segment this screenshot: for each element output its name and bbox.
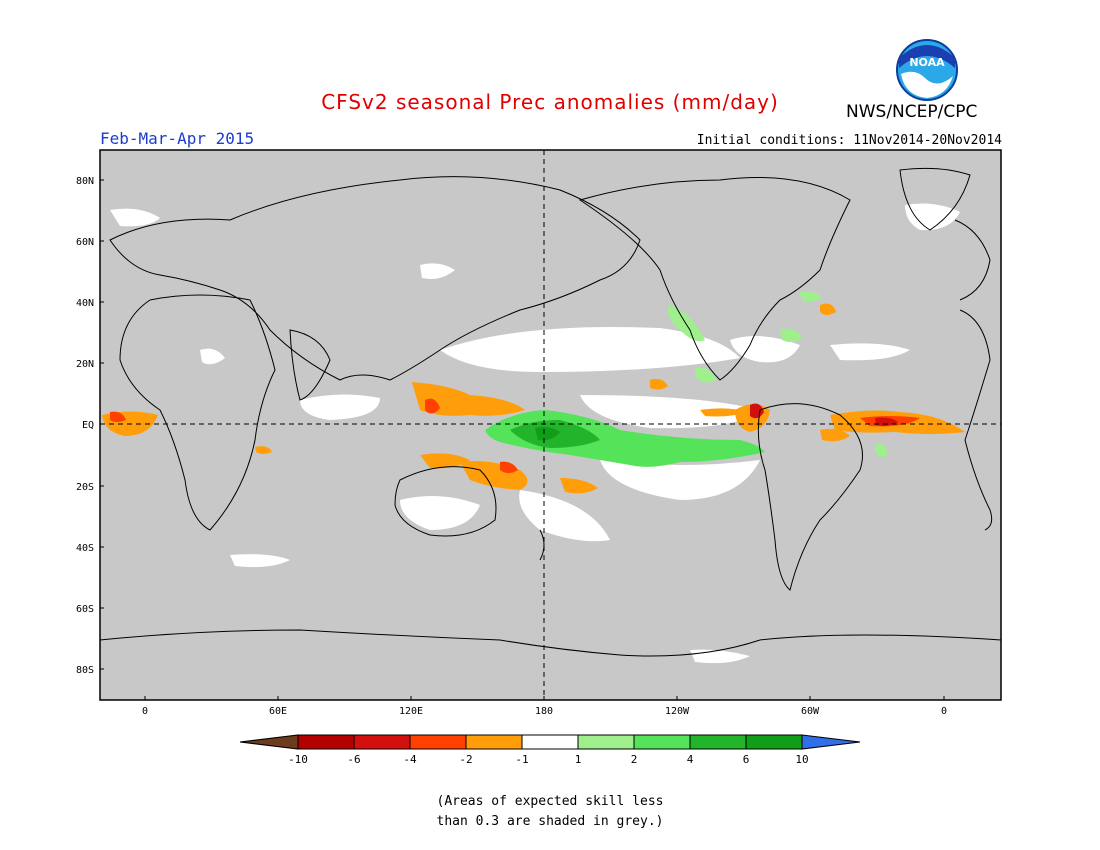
anomaly-map: 80N 60N 40N 20N EQ 20S 40S 60S 80S 0 60E 120E 180 12…: [76, 149, 1002, 717]
lon-label: 120E: [399, 706, 423, 717]
legend-swatch: [353, 734, 411, 750]
skill-footnote: (Areas of expected skill less than 0.3 a…: [300, 792, 800, 832]
legend-tick-label: 10: [795, 753, 808, 766]
lat-label: 80S: [76, 665, 94, 676]
legend-arrow-high: [801, 734, 861, 750]
season-label: Feb-Mar-Apr 2015: [100, 129, 255, 148]
coastlines: [100, 167, 1001, 657]
agency-label: NWS/NCEP/CPC: [846, 102, 978, 122]
legend-tick-label: 4: [687, 753, 694, 766]
footnote-line-2: than 0.3 are shaded in grey.): [436, 814, 664, 829]
lat-label: EQ: [82, 420, 94, 431]
legend-arrow-low: [239, 734, 299, 750]
lon-label: 0: [142, 706, 148, 717]
initial-conditions: Initial conditions: 11Nov2014-20Nov2014: [696, 133, 1002, 148]
legend-swatch: [745, 734, 803, 750]
lat-label: 40S: [76, 543, 94, 554]
lon-label: 180: [535, 706, 553, 717]
lat-label: 40N: [76, 298, 94, 309]
legend-tick-label: -1: [515, 753, 528, 766]
lon-label: 120W: [665, 706, 690, 717]
legend-swatch: [465, 734, 523, 750]
lat-label: 20S: [76, 482, 94, 493]
legend-tick-label: 1: [575, 753, 582, 766]
legend-tick-label: 6: [743, 753, 750, 766]
legend-swatch: [633, 734, 691, 750]
legend-tick-label: -2: [459, 753, 472, 766]
lat-label: 20N: [76, 359, 94, 370]
legend-swatch: [577, 734, 635, 750]
longitude-labels: 0 60E 120E 180 120W 60W 0: [142, 696, 947, 717]
legend-tick-label: 2: [631, 753, 638, 766]
lon-label: 60W: [801, 706, 820, 717]
footnote-line-1: (Areas of expected skill less: [436, 794, 664, 809]
wet-very-strong-regions: [535, 426, 560, 441]
legend-swatch: [689, 734, 747, 750]
wet-light-regions: [667, 291, 888, 457]
latitude-labels: 80N 60N 40N 20N EQ 20S 40S 60S 80S: [76, 176, 104, 676]
logo-text: NOAA: [909, 56, 945, 69]
color-legend: -10 -6 -4 -2 -1 1 2 4 6 10: [239, 734, 861, 766]
lon-label: 0: [941, 706, 947, 717]
lon-label: 60E: [269, 706, 287, 717]
legend-tick-label: -4: [403, 753, 417, 766]
map-frame: [99, 149, 1002, 701]
legend-swatch: [297, 734, 355, 750]
noaa-logo: NOAA: [896, 39, 958, 101]
lat-label: 60N: [76, 237, 94, 248]
lat-label: 60S: [76, 604, 94, 615]
legend-tick-label: -6: [347, 753, 360, 766]
legend-swatch: [409, 734, 467, 750]
legend-swatch: [521, 734, 579, 750]
lat-label: 80N: [76, 176, 94, 187]
neutral-regions: [110, 203, 960, 664]
chart-title: CFSv2 seasonal Prec anomalies (mm/day): [321, 90, 779, 114]
legend-tick-label: -10: [288, 753, 308, 766]
